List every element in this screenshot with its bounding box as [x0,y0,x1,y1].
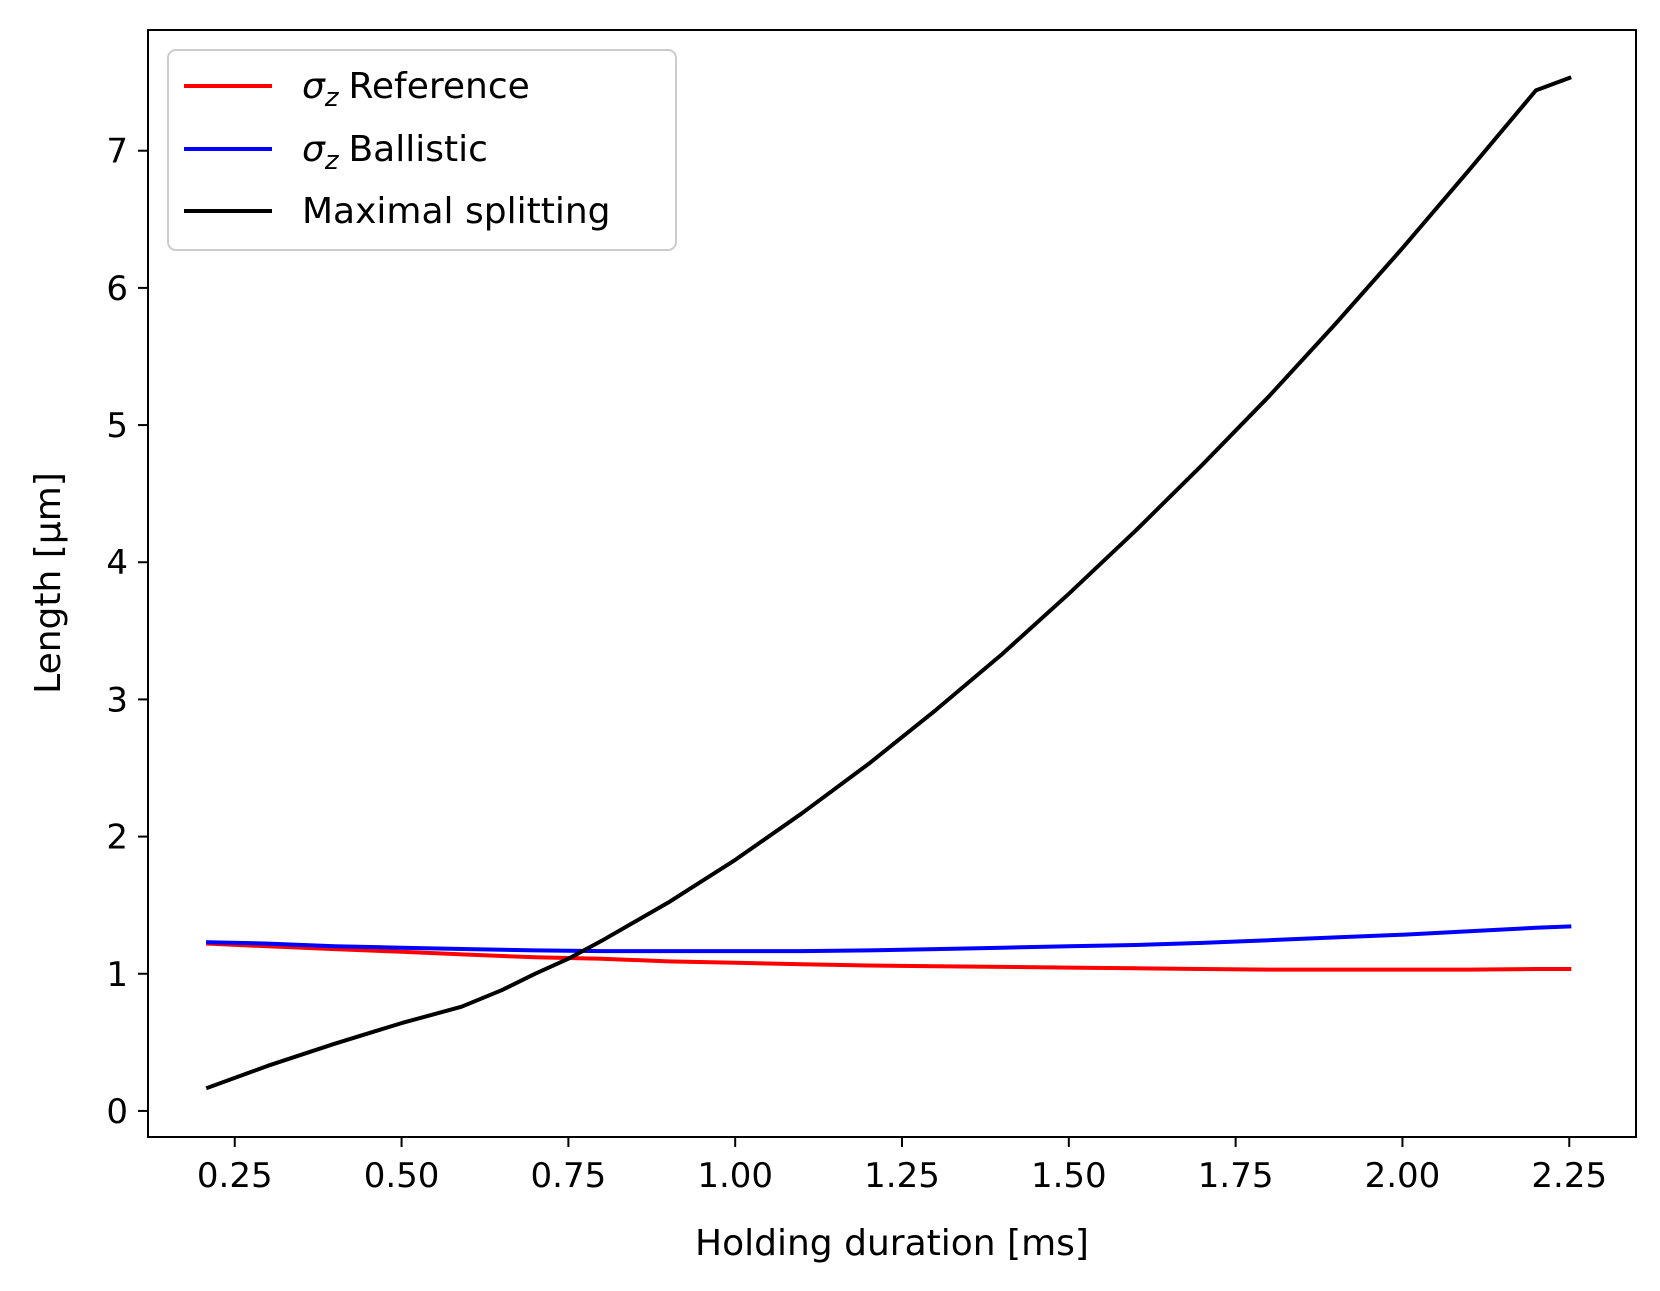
series-line-maximal-splitting [205,75,1572,1091]
legend-subscript: z [324,146,340,176]
x-tick-label: 0.25 [197,1156,273,1196]
legend: σz Reference σz Ballistic Maximal splittin… [167,49,677,251]
x-tick-label: 1.00 [697,1156,773,1196]
y-axis-ticks: 0 1 2 3 4 5 6 7 [106,132,148,1132]
y-tick-label: 4 [106,543,128,583]
x-tick-label: 0.50 [364,1156,440,1196]
legend-text: Reference [348,66,529,107]
y-tick-label: 0 [106,1092,128,1132]
series-line-sigma-z-reference [206,941,1572,972]
x-tick-label: 1.75 [1198,1156,1274,1196]
y-tick-label: 6 [106,269,128,309]
plot-area-frame [147,29,1637,1138]
legend-label-maximal-splitting: Maximal splitting [302,191,611,232]
y-axis-label: Length [μm] [28,472,69,694]
legend-sigma-symbol: σ [302,129,326,170]
legend-label-reference: σz Reference [302,66,530,113]
x-tick-label: 2.00 [1365,1156,1441,1196]
y-tick-label: 3 [106,680,128,720]
x-tick-label: 2.25 [1531,1156,1607,1196]
x-axis-ticks: 0.25 0.50 0.75 1.00 1.25 1.50 1.75 2.00 2.25 [197,1137,1607,1196]
legend-box [167,49,677,251]
series-layer [205,75,1572,1091]
legend-sigma-symbol: σ [302,66,326,107]
y-tick-label: 2 [106,818,128,858]
y-tick-label: 7 [106,132,128,172]
legend-subscript: z [324,83,340,113]
y-tick-label: 1 [106,955,128,995]
x-tick-label: 1.25 [864,1156,940,1196]
x-tick-label: 1.50 [1031,1156,1107,1196]
x-axis-label: Holding duration [ms] [695,1223,1089,1264]
x-tick-label: 0.75 [531,1156,607,1196]
series-line-sigma-z-ballistic [206,924,1572,954]
y-tick-label: 5 [106,406,128,446]
legend-text: Ballistic [348,129,487,170]
legend-label-ballistic: σz Ballistic [302,129,488,176]
